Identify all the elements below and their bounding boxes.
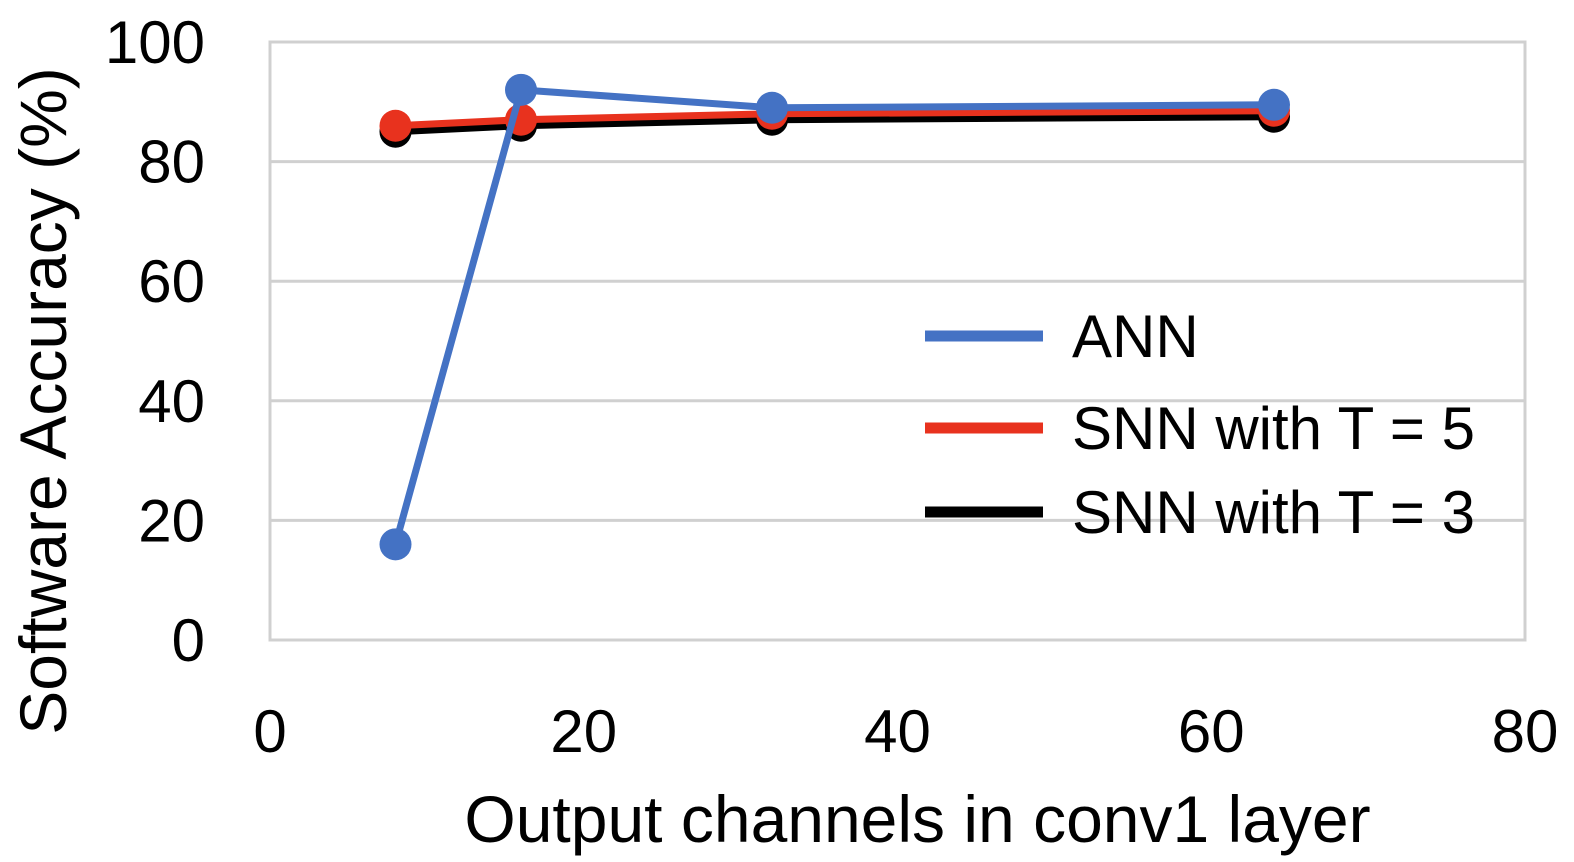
y-tick-label: 20 (138, 487, 205, 554)
y-axis-title: Software Accuracy (%) (6, 67, 80, 735)
gridlines (270, 40, 1525, 642)
x-tick-label: 80 (1492, 698, 1559, 765)
series-layer (379, 73, 1290, 561)
legend-entry: SNN with T = 3 (925, 479, 1475, 546)
y-tick-label: 80 (138, 129, 205, 196)
y-tick-label: 60 (138, 248, 205, 315)
legend-label: ANN (1072, 303, 1199, 370)
x-tick-label: 60 (1178, 698, 1245, 765)
x-axis-ticks: 0 20 40 60 80 (253, 698, 1558, 765)
series-ann (379, 73, 1290, 561)
series-line (395, 113, 1275, 136)
y-tick-label: 40 (138, 368, 205, 435)
y-axis-ticks: 0 20 40 60 80 100 (105, 9, 205, 674)
x-axis-title: Output channels in conv1 layer (464, 782, 1370, 856)
y-tick-label: 100 (105, 9, 205, 76)
data-point (505, 73, 537, 106)
legend: ANN SNN with T = 5 SNN with T = 3 (925, 303, 1475, 546)
data-point (379, 528, 412, 561)
legend-label: SNN with T = 3 (1072, 479, 1475, 546)
data-point (1258, 88, 1290, 121)
x-tick-label: 0 (253, 698, 286, 765)
legend-entry: ANN (925, 303, 1199, 370)
legend-label: SNN with T = 5 (1072, 395, 1475, 462)
x-tick-label: 40 (864, 698, 931, 765)
data-point (379, 109, 412, 142)
series-line (392, 86, 1275, 546)
series-line (395, 107, 1275, 130)
y-tick-label: 0 (172, 607, 205, 674)
data-point (756, 91, 788, 124)
x-tick-label: 20 (550, 698, 617, 765)
legend-entry: SNN with T = 5 (925, 395, 1475, 462)
